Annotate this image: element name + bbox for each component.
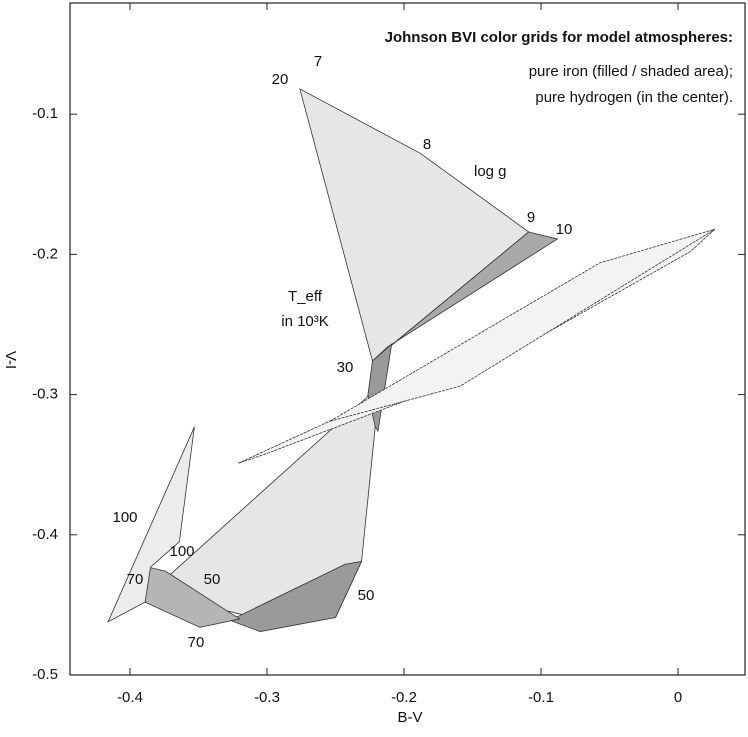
y-tick-label: -0.3 [32,386,58,403]
y-tick-label: -0.5 [32,666,58,683]
x-tick-label: -0.2 [391,689,417,706]
plot-frame [69,2,746,676]
x-axis-label: B-V [397,709,422,726]
x-tick-label: -0.1 [528,689,554,706]
annotation: 70 [188,634,205,651]
chart-title: Johnson BVI color grids for model atmosp… [385,29,733,46]
y-tick-label: -0.1 [32,105,58,122]
grid-region [329,228,716,422]
y-tick-label: -0.2 [32,245,58,262]
x-tick-label: -0.4 [117,689,143,706]
grid-region [299,88,530,362]
annotation: 70 [127,571,144,588]
y-axis-label: V-I [2,351,19,369]
annotation: 50 [358,587,375,604]
annotation: 50 [204,571,221,588]
annotation: T_eff [288,288,323,305]
grid-region [107,426,195,623]
annotation: 9 [527,209,535,226]
y-tick-label: -0.4 [32,526,58,543]
annotation: log g [474,163,507,180]
annotation: 30 [337,359,354,376]
annotation: pure hydrogen (in the center). [535,89,733,106]
annotation: pure iron (filled / shaded area); [529,63,733,80]
annotation: in 10³K [281,313,329,330]
annotation: 20 [272,71,289,88]
grid-region [372,231,559,362]
annotation: 100 [169,543,194,560]
annotation: 10 [556,221,573,238]
annotation: 8 [423,136,431,153]
x-tick-label: 0 [674,689,682,706]
x-tick-label: -0.3 [254,689,280,706]
grid-region [229,560,363,632]
annotation: 100 [112,509,137,526]
annotation: 7 [314,53,322,70]
